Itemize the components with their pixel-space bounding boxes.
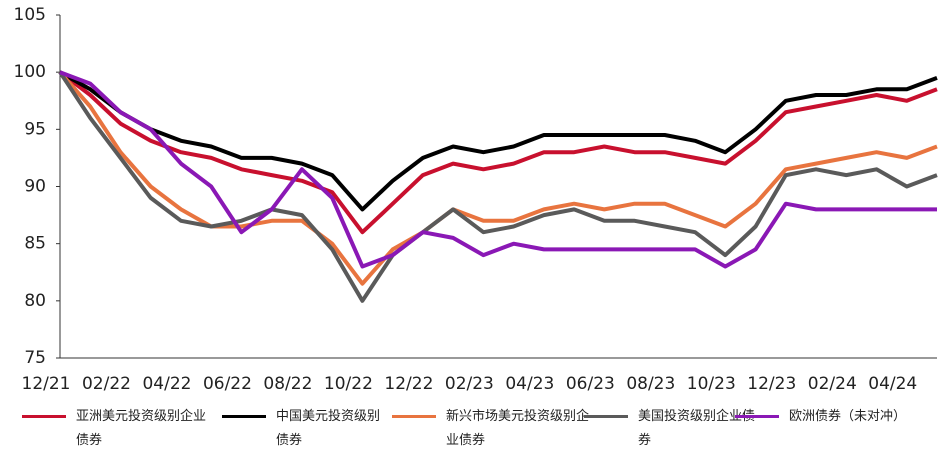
y-tick-label: 95 (24, 119, 46, 139)
series-line (58, 70, 938, 286)
chart: 75 80 85 90 95 100 105 12/21 02/22 04/22 06/22 08/2… (14, 5, 938, 394)
legend-item: 欧洲债券（未对冲） (735, 405, 941, 429)
x-tick-label: 02/24 (808, 374, 857, 394)
legend-swatch (392, 415, 436, 418)
series-line (59, 70, 938, 212)
x-tick-label: 04/22 (142, 374, 191, 394)
x-tick-label: 08/23 (626, 374, 675, 394)
series-line (58, 70, 938, 235)
legend-label: 美国投资级别企业债券 (638, 409, 756, 448)
x-tick-label: 02/22 (82, 374, 131, 394)
x-tick-label: 04/24 (868, 374, 917, 394)
legend-swatch (22, 415, 66, 418)
legend-item: 美国投资级别企业债券 (584, 405, 758, 453)
series-line (58, 71, 938, 303)
legend-label: 亚洲美元投资级别企业债券 (76, 409, 207, 448)
legend-label: 欧洲债券（未对冲） (789, 409, 907, 424)
x-tick-label: 12/22 (384, 374, 433, 394)
y-tick-label: 75 (24, 348, 46, 368)
x-tick-label: 12/23 (747, 374, 796, 394)
legend-item: 新兴市场美元投资级别企业债券 (392, 405, 596, 453)
legend-label: 新兴市场美元投资级别企业债券 (446, 409, 590, 448)
legend-swatch (584, 415, 628, 418)
x-tick-label: 12/21 (22, 374, 71, 394)
y-tick-label: 100 (14, 62, 46, 82)
x-tick-label: 08/22 (263, 374, 312, 394)
y-tick-label: 85 (24, 234, 46, 254)
legend-item: 亚洲美元投资级别企业债券 (22, 405, 206, 453)
series-line (59, 70, 937, 269)
y-tick-label: 80 (24, 291, 46, 311)
legend-swatch (222, 415, 266, 418)
x-tick-label: 10/23 (687, 374, 736, 394)
legend-swatch (735, 415, 779, 418)
x-tick-label: 02/23 (445, 374, 494, 394)
x-tick-label: 06/23 (566, 374, 615, 394)
legend: 亚洲美元投资级别企业债券 中国美元投资级别债券 新兴市场美元投资级别企业债券 美国投资… (0, 405, 941, 465)
x-tick-label: 06/22 (203, 374, 252, 394)
legend-item: 中国美元投资级别债券 (222, 405, 386, 453)
x-tick-label: 04/23 (505, 374, 554, 394)
x-tick-label: 10/22 (324, 374, 373, 394)
legend-label: 中国美元投资级别债券 (276, 409, 381, 448)
y-tick-label: 90 (24, 177, 46, 197)
y-tick-label: 105 (14, 5, 46, 25)
